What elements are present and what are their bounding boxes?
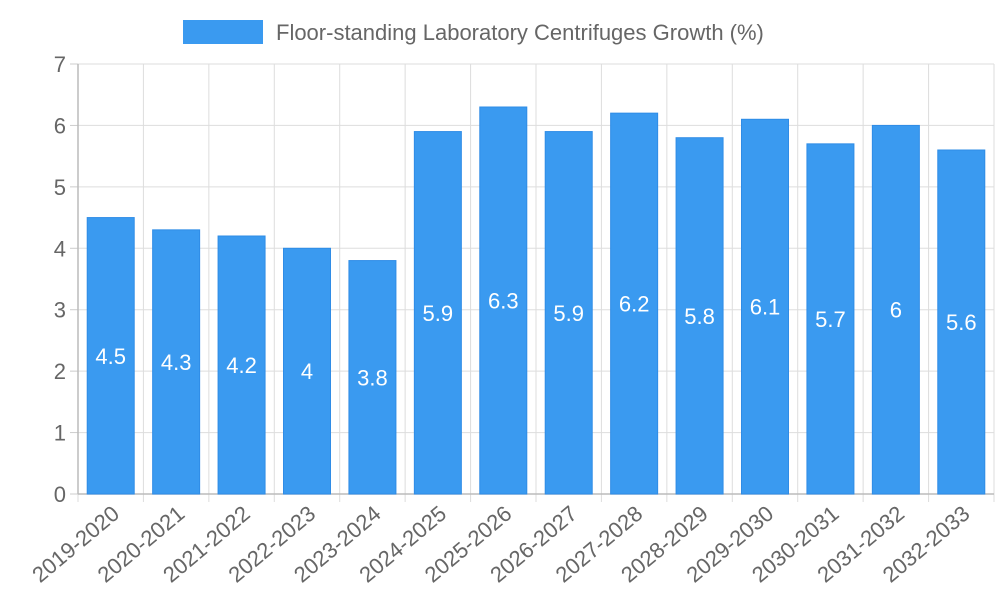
y-tick-label: 5 (54, 175, 66, 200)
bar-2031-2032[interactable] (871, 124, 920, 495)
data-label-2020-2021: 4.3 (161, 350, 192, 375)
grid (77, 63, 995, 502)
bar-2025-2026[interactable] (479, 106, 528, 495)
data-label-2028-2029: 5.8 (684, 304, 715, 329)
bar-2027-2028[interactable] (610, 112, 659, 495)
y-tick-label: 6 (54, 113, 66, 138)
data-labels: 4.5 4.3 4.2 4 3.8 5.9 6.3 5.9 6.2 5.8 6.1 5.7 6 5.6 (95, 289, 976, 391)
bars (86, 106, 986, 495)
data-label-2023-2024: 3.8 (357, 365, 388, 390)
bar-2028-2029[interactable] (675, 137, 724, 495)
data-label-2022-2023: 4 (301, 359, 313, 384)
legend[interactable]: Floor-standing Laboratory Centrifuges Gr… (183, 20, 764, 45)
bar-2024-2025[interactable] (413, 131, 462, 495)
bar-2023-2024[interactable] (348, 260, 397, 495)
y-tick-label: 0 (54, 482, 66, 507)
bar-2022-2023[interactable] (283, 247, 331, 495)
data-label-2027-2028: 6.2 (619, 292, 650, 317)
y-tick-label: 3 (54, 298, 66, 323)
data-label-2021-2022: 4.2 (226, 353, 257, 378)
bar-2026-2027[interactable] (544, 131, 593, 495)
data-label-2019-2020: 4.5 (95, 344, 126, 369)
bar-2030-2031[interactable] (806, 143, 855, 495)
bar-2019-2020[interactable] (86, 217, 135, 495)
data-label-2031-2032: 6 (890, 298, 902, 323)
bar-2021-2022[interactable] (217, 235, 266, 495)
bar-2029-2030[interactable] (741, 118, 789, 495)
data-label-2030-2031: 5.7 (815, 307, 846, 332)
legend-swatch (183, 20, 263, 44)
y-tick-label: 7 (54, 52, 66, 77)
data-label-2029-2030: 6.1 (750, 295, 781, 320)
data-label-2024-2025: 5.9 (423, 301, 454, 326)
data-label-2025-2026: 6.3 (488, 289, 519, 314)
y-tick-label: 2 (54, 359, 66, 384)
bar-2032-2033[interactable] (937, 149, 986, 495)
data-label-2026-2027: 5.9 (553, 301, 584, 326)
data-label-2032-2033: 5.6 (946, 310, 977, 335)
bar-2020-2021[interactable] (152, 229, 201, 495)
legend-label: Floor-standing Laboratory Centrifuges Gr… (276, 20, 764, 45)
y-tick-label: 1 (54, 421, 66, 446)
y-tick-label: 4 (54, 236, 66, 261)
